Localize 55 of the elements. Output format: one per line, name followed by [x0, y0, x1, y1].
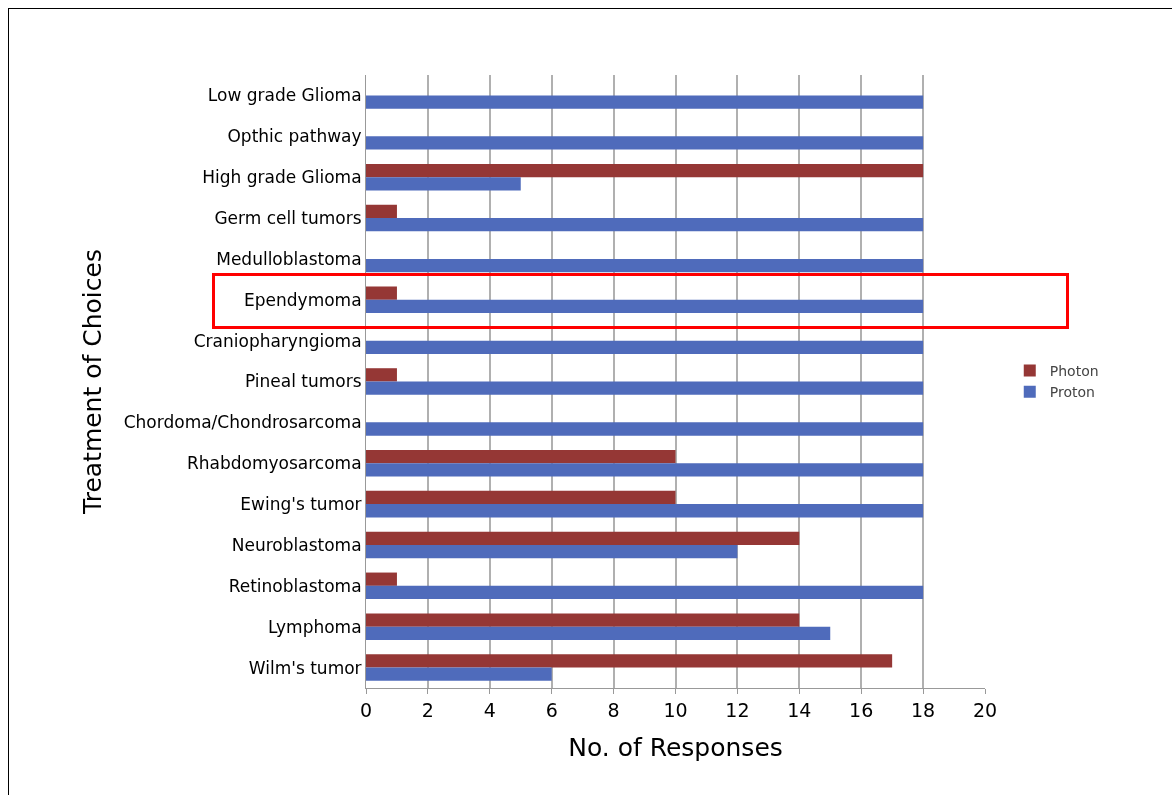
y-tick-label: Opthic pathway: [227, 126, 362, 147]
y-tick-label: High grade Glioma: [202, 167, 362, 188]
y-tick-label: Ependymoma: [244, 289, 362, 310]
bar: [366, 531, 800, 545]
y-tick-label: Wilm's tumor: [248, 657, 362, 678]
bar: [366, 490, 676, 505]
y-tick-label: Retinoblastoma: [228, 575, 362, 596]
x-tick-label: 6: [545, 698, 558, 721]
bar: [366, 654, 893, 668]
bar: [366, 626, 831, 640]
x-axis-title: No. of Responses: [568, 732, 783, 762]
bar: [366, 544, 738, 559]
x-tick-label: 0: [359, 698, 373, 721]
x-tick-label: 10: [663, 698, 688, 721]
legend-label: Proton: [1049, 384, 1095, 401]
bar: [366, 368, 397, 382]
x-tick-label: 8: [607, 698, 620, 721]
x-tick-label: 20: [972, 698, 998, 721]
y-tick-label: Neuroblastoma: [231, 534, 362, 555]
bar: [366, 218, 924, 232]
bar: [366, 613, 800, 627]
x-tick-label: 2: [421, 698, 434, 721]
bar: [366, 585, 924, 600]
x-tick-label: 16: [849, 698, 874, 721]
x-tick-label: 18: [911, 698, 936, 721]
x-tick-label: 14: [787, 698, 812, 721]
bar: [366, 463, 924, 477]
bar: [366, 504, 924, 518]
bar: [366, 449, 676, 464]
bar: [366, 286, 397, 300]
y-axis-title: Treatment of Choices: [78, 249, 108, 515]
bar: [366, 163, 924, 178]
bar: [366, 258, 924, 273]
x-tick-label: 12: [725, 698, 750, 721]
bar: [366, 381, 924, 395]
y-tick-label: Chordoma/Chondrosarcoma: [123, 412, 362, 433]
bar: [366, 95, 924, 109]
bar: [366, 136, 924, 150]
bar: [366, 177, 521, 191]
bar: [366, 667, 552, 681]
y-tick-label: Craniopharyngioma: [193, 330, 362, 351]
bar: [366, 340, 924, 354]
y-tick-label: Rhabdomyosarcoma: [186, 453, 362, 474]
bar: [366, 572, 397, 586]
x-tick-label: 4: [483, 698, 496, 721]
y-tick-label: Low grade Glioma: [207, 85, 362, 106]
y-tick-label: Ewing's tumor: [240, 494, 362, 515]
bar: [366, 422, 924, 436]
y-tick-label: Pineal tumors: [244, 371, 362, 392]
y-tick-label: Medulloblastoma: [216, 248, 362, 269]
y-tick-label: Lymphoma: [268, 616, 362, 637]
legend-label: Photon: [1049, 363, 1099, 380]
bar: [366, 204, 397, 219]
y-tick-label: Germ cell tumors: [214, 207, 362, 228]
bar: [366, 299, 924, 314]
